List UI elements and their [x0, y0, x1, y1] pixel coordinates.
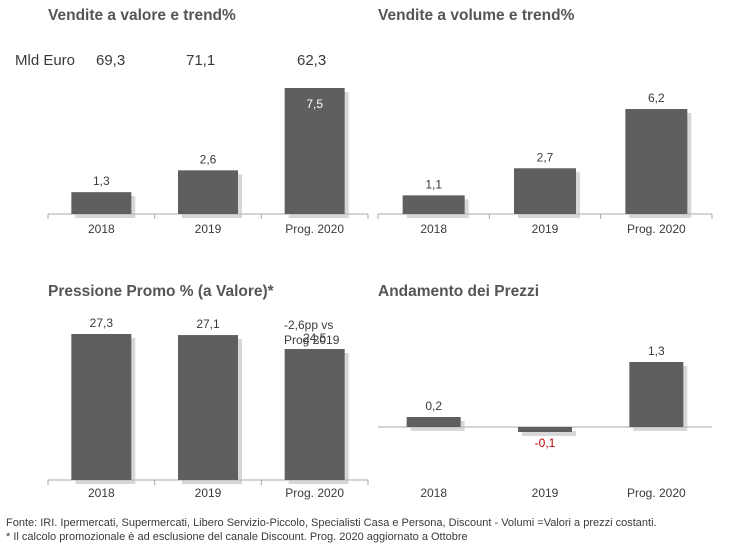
- category-label: Prog. 2020: [285, 486, 344, 500]
- bar-2019: [178, 170, 238, 214]
- bar-2018: [71, 192, 132, 214]
- chart3-annotation: -2,6pp vs Prog 2019: [284, 318, 339, 348]
- chart3-annotation-line1: -2,6pp vs: [284, 318, 334, 332]
- category-label: Prog. 2020: [285, 222, 344, 236]
- bar-2019: [514, 168, 576, 214]
- value-label: 6,2: [648, 91, 665, 105]
- bar-2019: [518, 427, 572, 432]
- category-label: Prog. 2020: [627, 222, 686, 236]
- bar-2018: [402, 195, 465, 214]
- value-label: 27,3: [90, 316, 114, 330]
- value-label: 2,7: [537, 150, 554, 164]
- footer-note: * Il calcolo promozionale è ad esclusion…: [6, 531, 468, 543]
- chart1-total-2018: 69,3: [96, 52, 126, 69]
- category-label: 2018: [420, 222, 447, 236]
- bar-shadow: [522, 431, 576, 436]
- chart1-total-2020: 62,3: [297, 52, 327, 69]
- value-label: -0,1: [535, 436, 556, 450]
- bar-prog-2020: [284, 88, 345, 214]
- value-label: 24,5: [303, 331, 327, 345]
- chart1-unit-label: Mld Euro: [15, 52, 76, 69]
- category-label: 2019: [532, 486, 559, 500]
- value-label: 1,1: [425, 177, 442, 191]
- category-label: 2018: [420, 486, 447, 500]
- bar-prog-2020: [625, 109, 688, 214]
- value-label: 7,5: [306, 97, 323, 111]
- value-label: 0,2: [425, 399, 442, 413]
- chart3-annotation-line2: Prog 2019: [284, 333, 340, 347]
- value-label: 1,3: [648, 344, 665, 358]
- category-label: Prog. 2020: [627, 486, 686, 500]
- value-label: 1,3: [93, 174, 110, 188]
- category-label: 2019: [195, 222, 222, 236]
- category-label: 2019: [195, 486, 222, 500]
- bar-2018: [406, 417, 461, 427]
- bar-2019: [178, 335, 238, 480]
- category-label: 2018: [88, 486, 115, 500]
- chart3-title: Pressione Promo % (a Valore)*: [48, 283, 274, 300]
- footer-source: Fonte: IRI. Ipermercati, Supermercati, L…: [6, 517, 657, 529]
- value-label: 27,1: [196, 317, 220, 331]
- value-label: 2,6: [200, 152, 217, 166]
- category-label: 2019: [532, 222, 559, 236]
- chart4-title: Andamento dei Prezzi: [378, 283, 540, 300]
- bar-prog-2020: [629, 362, 684, 427]
- chart2-title: Vendite a volume e trend%: [378, 7, 575, 24]
- chart1-total-2019: 71,1: [186, 52, 216, 69]
- chart1-title: Vendite a valore e trend%: [48, 7, 236, 24]
- category-label: 2018: [88, 222, 115, 236]
- bar-2018: [71, 334, 132, 480]
- bar-prog-2020: [284, 348, 345, 480]
